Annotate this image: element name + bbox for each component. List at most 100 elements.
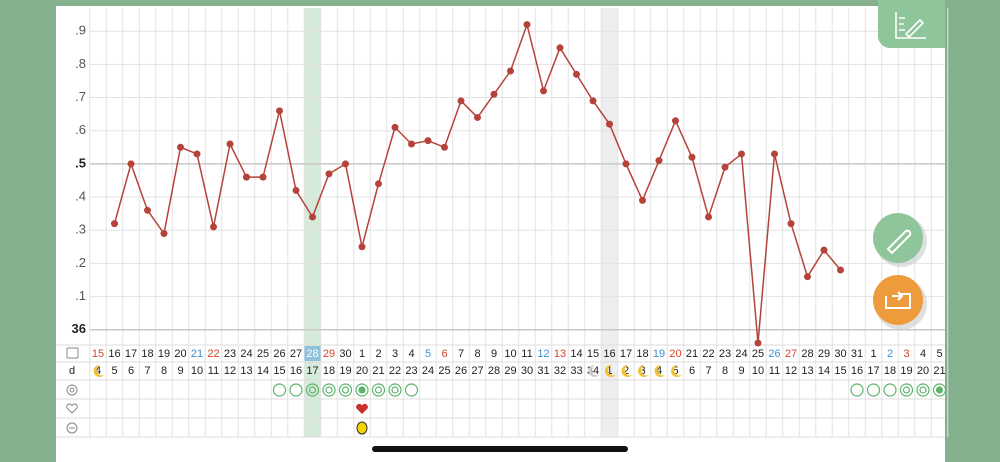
date-label: 17: [620, 348, 632, 360]
cycle-day: 7: [144, 365, 150, 377]
temperature-point: [688, 153, 696, 161]
mucus-icon: [883, 383, 897, 397]
cycle-day: 13: [240, 365, 252, 377]
calendar-icon: [66, 347, 79, 359]
button-bg[interactable]: [878, 0, 945, 48]
cycle-day: 12: [785, 365, 797, 377]
date-label: 24: [735, 348, 747, 360]
mucus-icon-inner: [391, 386, 399, 394]
date-label: 31: [851, 348, 863, 360]
cycle-day: 10: [752, 365, 764, 377]
temperature-point: [177, 143, 184, 151]
temperature-point: [127, 160, 135, 168]
mucus-icon-inner: [308, 386, 317, 394]
cycle-day: 8: [161, 365, 167, 377]
left-border: [0, 0, 56, 462]
cycle-day: 25: [438, 365, 450, 377]
y-tick-label: .4: [75, 188, 86, 203]
date-label: 16: [108, 348, 120, 360]
minus-icon: [66, 422, 78, 434]
date-label: 27: [290, 348, 302, 360]
y-tick-label: .8: [75, 56, 86, 71]
moon-icon: [638, 364, 649, 377]
mucus-icon: [371, 383, 386, 397]
moon-icon: [605, 364, 616, 377]
temperature-point: [820, 246, 828, 254]
mucus-icon: [916, 383, 930, 397]
temperature-point: [160, 230, 168, 238]
temperature-point: [523, 21, 531, 29]
moon-icon: [671, 364, 682, 377]
temperature-point: [210, 223, 217, 231]
date-label: 26: [768, 348, 780, 360]
button-icon: [895, 12, 926, 39]
temperature-point: [424, 137, 432, 145]
date-label: 5: [936, 348, 942, 360]
temperature-point: [474, 113, 481, 121]
mucus-icon-inner: [341, 386, 350, 394]
cycle-day: 23: [405, 365, 417, 377]
heart-icon: [66, 403, 78, 414]
temperature-point: [391, 123, 399, 131]
home-indicator: [372, 446, 628, 452]
date-label: 13: [554, 348, 566, 360]
temperature-point: [111, 220, 118, 228]
date-label: 25: [752, 348, 764, 360]
cycle-day: 12: [224, 365, 236, 377]
cycle-day: 14: [818, 365, 830, 377]
mucus-icon-inner: [902, 386, 911, 394]
mucus-icon-inner: [325, 386, 333, 394]
right-border: [945, 0, 1000, 462]
cycle-day: 9: [177, 365, 183, 377]
cycle-day: 1: [606, 365, 612, 377]
date-label: 12: [537, 348, 549, 360]
date-label: 3: [392, 348, 398, 360]
date-label: 20: [174, 348, 186, 360]
y-tick-label: .7: [75, 89, 86, 104]
cycle-day: 8: [722, 365, 728, 377]
temperature-point: [342, 160, 349, 168]
share-button[interactable]: [873, 275, 927, 330]
cycle-day: 6: [128, 365, 134, 377]
edit-button[interactable]: [873, 213, 927, 267]
date-label: 29: [818, 348, 830, 360]
temperature-point: [226, 140, 234, 148]
date-label: 21: [686, 348, 698, 360]
cycle-day: 3: [639, 365, 645, 377]
cycle-day: 17: [867, 365, 879, 377]
cycle-day: 14: [257, 365, 269, 377]
cycle-day: 28: [488, 365, 500, 377]
cycle-day: 5: [672, 365, 678, 377]
cycle-day: 22: [389, 365, 401, 377]
temperature-point: [771, 150, 778, 158]
y-tick-label: .3: [75, 222, 86, 237]
date-label: 25: [257, 348, 269, 360]
date-label: 22: [207, 348, 219, 360]
temperature-point: [325, 170, 333, 178]
date-label: 29: [323, 348, 335, 360]
cycle-day: 19: [339, 365, 351, 377]
date-label: 1: [359, 348, 365, 360]
mucus-icon: [899, 383, 914, 397]
date-label: 19: [653, 348, 665, 360]
temperature-point: [457, 97, 465, 105]
temperature-point: [655, 157, 663, 165]
cycle-day: 11: [769, 365, 780, 377]
temperature-point: [408, 140, 415, 148]
temperature-point: [309, 213, 316, 221]
cycle-day: 4: [656, 365, 662, 377]
date-label: 11: [521, 348, 532, 360]
date-label: 23: [224, 348, 236, 360]
cycle-day: 20: [917, 365, 929, 377]
date-label: 30: [339, 348, 351, 360]
test-mark: [356, 421, 368, 435]
date-label: 17: [125, 348, 137, 360]
mucus-icon: [866, 383, 881, 397]
mucus-icon: [305, 383, 320, 397]
temperature-point: [606, 120, 613, 128]
temperature-point: [259, 173, 267, 181]
row-icons: [66, 347, 79, 434]
chart-settings-button[interactable]: [878, 0, 945, 48]
